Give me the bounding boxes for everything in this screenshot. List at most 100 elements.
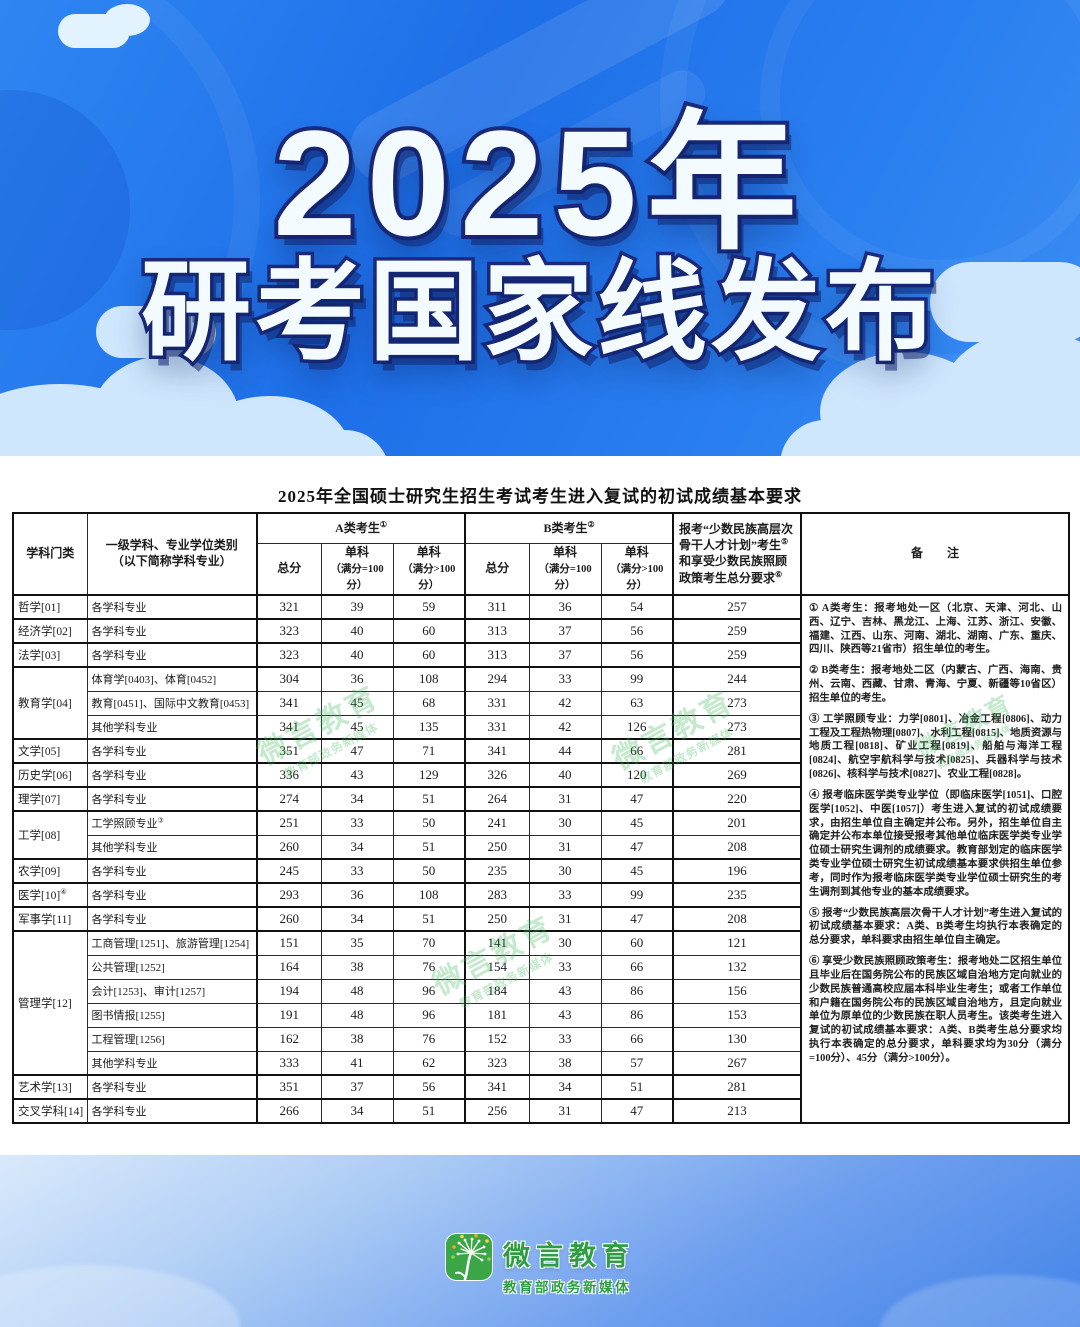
score-cell: 154 (464, 954, 530, 980)
major-cell: 其他学科专业 (86, 834, 258, 860)
header-row-groups: 学科门类 一级学科、专业学位类别 （以下简称学科专业） A类考生① B类考生② … (12, 512, 1070, 596)
weiyan-jiaoyu-logo-icon (445, 1233, 493, 1281)
score-cell: 66 (600, 738, 674, 764)
single-label: 单科 (344, 545, 369, 560)
score-cell: 34 (320, 906, 394, 932)
table-header: 学科门类 一级学科、专业学位类别 （以下简称学科专业） A类考生① B类考生② … (12, 512, 1070, 596)
score-cell: 76 (392, 954, 466, 980)
minority-score-cell: 196 (672, 858, 802, 884)
minority-score-cell: 281 (672, 1074, 802, 1100)
table-row: 其他学科专业 260 34 51 250 31 47 208 (13, 834, 1069, 860)
remark-note: ③ 工学照顾专业：力学[0801]、冶金工程[0806]、动力工程及工程热物理[… (809, 713, 1063, 781)
score-cell: 135 (392, 714, 466, 740)
score-cell: 251 (256, 810, 322, 836)
discipline-cell: 管理学[12] (12, 930, 88, 1076)
major-cell: 其他学科专业 (86, 1050, 258, 1076)
discipline-cell: 军事学[11] (12, 906, 88, 932)
discipline-cell: 交叉学科[14] (12, 1098, 88, 1124)
major-cell: 各学科专业 (86, 858, 258, 884)
score-cell: 311 (464, 594, 530, 620)
note-ref: ④ (60, 887, 67, 897)
score-cell: 99 (600, 882, 674, 908)
score-cell: 36 (320, 882, 394, 908)
major-cell: 图书情报[1255] (86, 1002, 258, 1028)
minority-header-text: 报考“少数民族高层次骨干人才计划”考生 (679, 521, 794, 553)
score-cell: 313 (464, 642, 530, 668)
brand-subtitle: 教育部政务新媒体 (503, 1280, 631, 1295)
note-ref-1: ① (379, 519, 387, 529)
discipline-cell: 哲学[01] (12, 594, 88, 620)
score-cell: 264 (464, 786, 530, 812)
table-row: 交叉学科[14] 各学科专业 266 34 51 256 31 47 213 (12, 1098, 1069, 1124)
score-cell: 235 (464, 858, 530, 884)
discipline-cell: 农学[09] (12, 858, 88, 884)
discipline-cell: 医学[10]④ (12, 882, 88, 908)
minority-score-cell: 235 (672, 882, 802, 908)
major-cell: 各学科专业 (86, 738, 258, 764)
score-cell: 191 (256, 1002, 322, 1028)
score-cell: 50 (392, 810, 466, 836)
score-cell: 30 (528, 930, 602, 956)
score-cell: 33 (320, 858, 394, 884)
minority-score-cell: 273 (672, 714, 802, 740)
score-cell: 40 (528, 762, 602, 788)
remark-note: ① A类考生：报考地处一区（北京、天津、河北、山西、辽宁、吉林、黑龙江、上海、江… (809, 603, 1063, 656)
score-cell: 151 (256, 930, 322, 956)
col-header-single100-b: 单科 （满分=100分） (528, 542, 602, 596)
table-row: 图书情报[1255] 191 48 96 181 43 86 153 (13, 1002, 1069, 1028)
major-cell: 各学科专业 (86, 618, 258, 644)
score-cell: 54 (600, 594, 674, 620)
score-cell: 184 (464, 978, 530, 1004)
score-cell: 51 (392, 906, 466, 932)
discipline-cell: 工学[08] (12, 810, 88, 860)
discipline-cell: 经济学[02] (12, 618, 88, 644)
score-cell: 51 (600, 1074, 674, 1100)
score-table: 学科门类 一级学科、专业学位类别 （以下简称学科专业） A类考生① B类考生 ② … (12, 512, 1071, 1124)
brand-texts: 微言教育 教育部政务新媒体 (503, 1233, 635, 1296)
discipline-cell: 理学[07] (12, 786, 88, 812)
score-cell: 60 (392, 618, 466, 644)
single-paren: （满分=100分） (538, 563, 592, 591)
score-cell: 31 (528, 834, 602, 860)
major-cell: 各学科专业 (86, 906, 258, 932)
col-header-discipline: 学科门类 (12, 512, 88, 596)
score-cell: 33 (528, 954, 602, 980)
score-cell: 51 (392, 834, 466, 860)
score-cell: 323 (256, 642, 322, 668)
table-row: 农学[09] 各学科专业 245 33 50 235 30 45 196 (12, 858, 1069, 884)
col-header-group-b: B类考生② (464, 512, 674, 544)
cloud-shape (0, 430, 390, 456)
table-row: 军事学[11] 各学科专业 260 34 51 250 31 47 208 (12, 906, 1069, 932)
score-cell: 30 (528, 810, 602, 836)
score-cell: 260 (256, 834, 322, 860)
group-a-label: A类考生 (335, 520, 380, 535)
major-cell: 工商管理[1251]、旅游管理[1254] (86, 930, 258, 956)
major-cell: 教育[0451]、国际中文教育[0453] (86, 690, 258, 716)
remark-note: ⑤ 报考“少数民族高层次骨干人才计划”考生进入复试的初试成绩基本要求：A类、B类… (809, 907, 1063, 947)
score-cell: 336 (256, 762, 322, 788)
minority-score-cell: 156 (672, 978, 802, 1004)
score-cell: 34 (320, 786, 394, 812)
major-cell: 各学科专业 (86, 1098, 258, 1124)
minority-score-cell: 259 (672, 642, 802, 668)
score-cell: 245 (256, 858, 322, 884)
score-cell: 60 (600, 930, 674, 956)
score-cell: 293 (256, 882, 322, 908)
score-cell: 333 (256, 1050, 322, 1076)
minority-score-cell: 121 (672, 930, 802, 956)
remarks-cell: ① A类考生：报考地处一区（北京、天津、河北、山西、辽宁、吉林、黑龙江、上海、江… (800, 594, 1070, 1124)
col-header-group-a: A类考生① (255, 512, 466, 544)
score-cell: 152 (464, 1026, 530, 1052)
score-cell: 45 (320, 690, 394, 716)
score-cell: 294 (464, 666, 530, 692)
score-cell: 126 (600, 714, 674, 740)
minority-score-cell: 201 (672, 810, 802, 836)
score-cell: 47 (600, 834, 674, 860)
minority-score-cell: 153 (672, 1002, 802, 1028)
score-cell: 34 (528, 1074, 602, 1100)
score-cell: 313 (464, 618, 530, 644)
score-cell: 326 (464, 762, 530, 788)
discipline-cell: 艺术学[13] (12, 1074, 88, 1100)
score-cell: 37 (528, 642, 602, 668)
